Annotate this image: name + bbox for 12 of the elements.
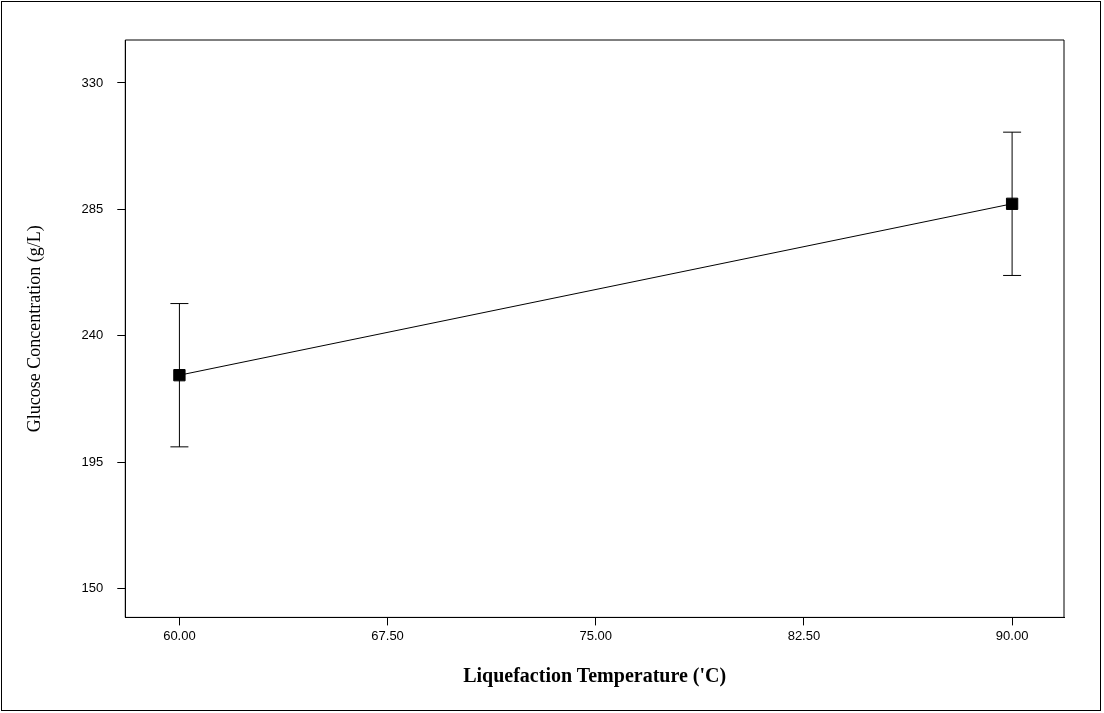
y-tick-label: 150	[81, 580, 104, 596]
x-tick-label: 90.00	[995, 627, 1029, 643]
y-tick-label: 195	[81, 453, 104, 469]
y-tick-label: 330	[81, 74, 104, 90]
x-tick-label: 82.50	[787, 627, 821, 643]
x-axis-title: Liquefaction Temperature ('C)	[463, 664, 727, 688]
x-tick-label: 67.50	[371, 627, 404, 643]
x-tick-label: 75.00	[579, 627, 613, 643]
x-tick-label: 60.00	[163, 627, 196, 643]
y-tick-label: 240	[81, 327, 104, 343]
y-axis-title: Glucose Concentration (g/L)	[23, 225, 45, 433]
y-tick-label: 285	[81, 201, 104, 216]
